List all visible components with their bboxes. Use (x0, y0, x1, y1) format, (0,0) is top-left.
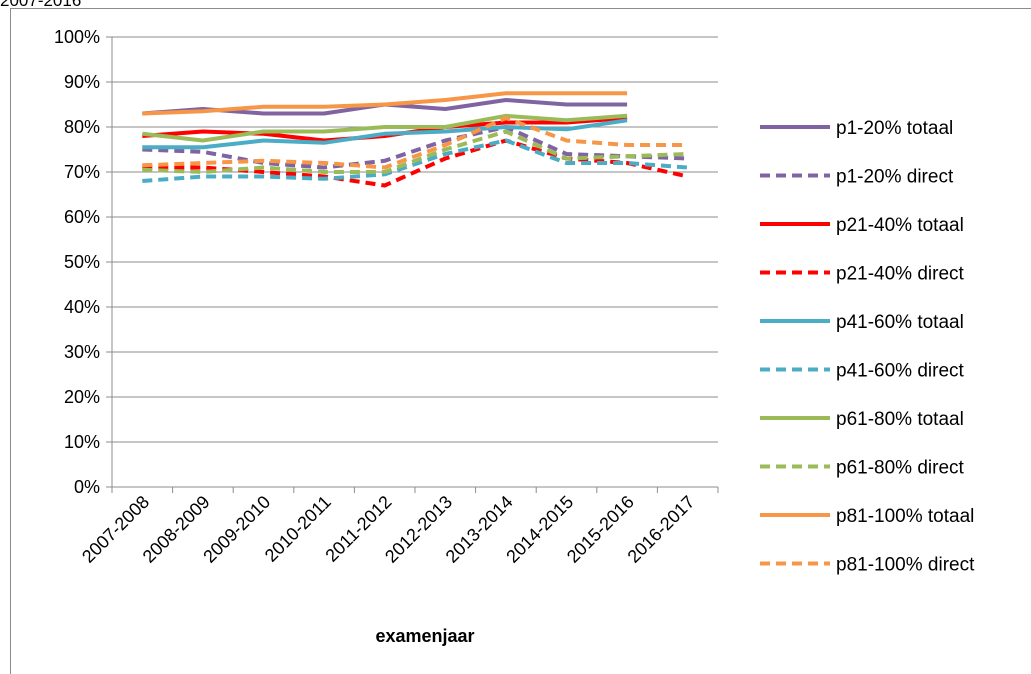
y-tick-label: 50% (64, 252, 100, 272)
series-line (142, 129, 688, 174)
y-tick-label: 30% (64, 342, 100, 362)
y-tick-label: 90% (64, 72, 100, 92)
legend-label: p41-60% direct (836, 361, 965, 382)
y-tick-label: 80% (64, 117, 100, 137)
series-line (142, 125, 688, 170)
x-axis-title: examenjaar (375, 626, 474, 646)
legend-label: p1-20% direct (836, 167, 954, 188)
series-line (142, 138, 689, 188)
y-tick-label: 60% (64, 207, 100, 227)
top-cropped-label: 2007-2016 (0, 0, 82, 10)
legend: p1-20% totaal p1-20% direct p21-40% totaal… (760, 118, 975, 576)
series-line (142, 113, 628, 143)
series-lines (142, 91, 689, 188)
axes (111, 37, 719, 493)
legend-label: p1-20% totaal (836, 118, 953, 139)
y-tick-label: 70% (64, 162, 100, 182)
legend-label: p61-80% totaal (836, 409, 964, 430)
y-tick-label: 10% (64, 432, 100, 452)
legend-label: p21-40% direct (836, 264, 965, 285)
y-tick-label: 20% (64, 387, 100, 407)
legend-label: p61-80% direct (836, 458, 965, 479)
y-tick-label: 100% (54, 27, 100, 47)
y-tick-label: 0% (74, 477, 100, 497)
series-line (142, 116, 688, 170)
series-line (142, 138, 688, 183)
series-line (142, 91, 628, 116)
series-line (142, 118, 628, 150)
legend-label: p21-40% totaal (836, 215, 964, 236)
chart-frame (10, 8, 1031, 674)
x-tick-labels: 2007-20082008-20092009-20102010-20112011… (78, 492, 698, 567)
legend-label: p81-100% direct (836, 555, 975, 576)
legend-label: p81-100% totaal (836, 506, 974, 527)
y-tick-labels: 0% 10% 20% 30% 40% 50% 60% 70% 80% 90% 100% (54, 27, 100, 497)
y-tick-label: 40% (64, 297, 100, 317)
series-line (142, 116, 628, 143)
legend-label: p41-60% totaal (836, 312, 964, 333)
